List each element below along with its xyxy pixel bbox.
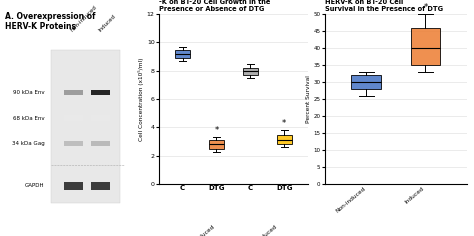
PathPatch shape — [243, 68, 258, 75]
Text: *: * — [282, 119, 286, 128]
FancyBboxPatch shape — [51, 50, 120, 203]
FancyBboxPatch shape — [64, 89, 83, 96]
Y-axis label: Cell Concentration (x10⁵/ml): Cell Concentration (x10⁵/ml) — [138, 57, 144, 141]
Text: GAPDH: GAPDH — [25, 183, 45, 189]
FancyBboxPatch shape — [64, 140, 83, 147]
Text: 34 kDa Gag: 34 kDa Gag — [12, 141, 45, 146]
FancyBboxPatch shape — [91, 115, 109, 121]
FancyBboxPatch shape — [64, 115, 83, 121]
Y-axis label: Percent Survival: Percent Survival — [306, 75, 311, 123]
FancyBboxPatch shape — [91, 182, 109, 190]
Text: 68 kDa Env: 68 kDa Env — [13, 115, 45, 121]
PathPatch shape — [209, 140, 224, 149]
FancyBboxPatch shape — [91, 89, 109, 96]
Text: Induced: Induced — [98, 14, 117, 33]
PathPatch shape — [277, 135, 292, 144]
Text: C. Effect of Overexpressing
HERV-K on BT-20 Cell
Survival in the Presence of DTG: C. Effect of Overexpressing HERV-K on BT… — [325, 0, 443, 12]
Text: Non-induced: Non-induced — [183, 224, 216, 236]
Text: A. Overexpression of
HERV-K Proteins: A. Overexpression of HERV-K Proteins — [5, 12, 95, 31]
PathPatch shape — [410, 28, 440, 65]
Text: *: * — [214, 126, 219, 135]
Text: Non-induced: Non-induced — [70, 5, 98, 33]
Text: Induced: Induced — [257, 224, 278, 236]
PathPatch shape — [175, 50, 190, 58]
Text: 90 kDa Env: 90 kDa Env — [13, 90, 45, 95]
Text: *: * — [423, 4, 428, 13]
FancyBboxPatch shape — [64, 182, 83, 190]
PathPatch shape — [351, 75, 381, 89]
Text: B. Effect of Overexpressing HERV
-K on BT-20 Cell Growth in the
Presence or Abse: B. Effect of Overexpressing HERV -K on B… — [159, 0, 283, 12]
FancyBboxPatch shape — [91, 140, 109, 147]
